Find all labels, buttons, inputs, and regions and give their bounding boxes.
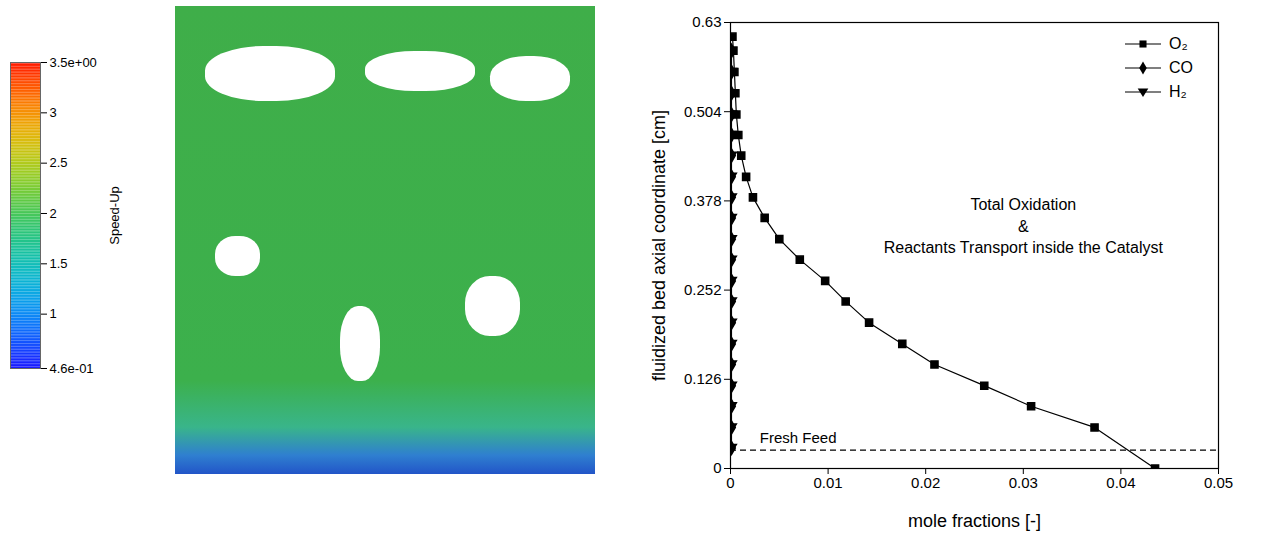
svg-text:0.03: 0.03 [1009, 474, 1038, 491]
svg-text:Total Oxidation: Total Oxidation [970, 196, 1076, 213]
svg-text:mole fractions [-]: mole fractions [-] [908, 511, 1041, 531]
svg-text:Speed-Up: Speed-Up [107, 186, 122, 245]
html-text:H₂: H₂ [1169, 83, 1187, 100]
svg-text:2.5: 2.5 [50, 155, 68, 170]
svg-text:0.252: 0.252 [684, 281, 722, 298]
svg-text:0: 0 [726, 474, 734, 491]
svg-text:0.504: 0.504 [684, 103, 722, 120]
svg-text:1.5: 1.5 [50, 256, 68, 271]
html-text:O₂: O₂ [1169, 35, 1188, 52]
svg-text:Reactants Transport inside the: Reactants Transport inside the Catalyst [884, 239, 1164, 256]
svg-text:1: 1 [50, 306, 57, 321]
svg-text:0.63: 0.63 [692, 13, 721, 30]
svg-text:Fresh Feed: Fresh Feed [760, 429, 837, 446]
svg-text:4.6e-01: 4.6e-01 [50, 361, 94, 376]
svg-text:3.5e+00: 3.5e+00 [50, 55, 97, 70]
svg-text:0.126: 0.126 [684, 370, 722, 387]
svg-text:0.01: 0.01 [813, 474, 842, 491]
svg-text:0.378: 0.378 [684, 192, 722, 209]
svg-text:0: 0 [713, 459, 721, 476]
svg-text:3: 3 [50, 105, 57, 120]
svg-text:&: & [1018, 218, 1029, 235]
svg-text:0.02: 0.02 [911, 474, 940, 491]
svg-text:0.05: 0.05 [1204, 474, 1233, 491]
svg-text:0.04: 0.04 [1106, 474, 1135, 491]
html-text:CO: CO [1169, 59, 1193, 76]
svg-text:2: 2 [50, 206, 57, 221]
svg-text:fluidized bed axial coordinate: fluidized bed axial coordinate [cm] [649, 110, 669, 381]
